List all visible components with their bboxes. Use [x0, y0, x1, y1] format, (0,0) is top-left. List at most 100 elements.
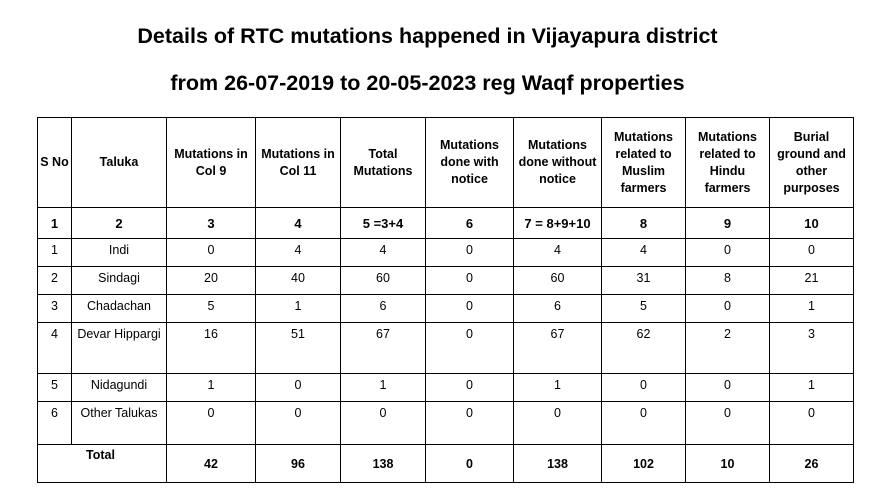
without-notice-cell: 4 [513, 238, 602, 267]
taluka-cell: Sindagi [71, 266, 167, 295]
muslim-farmers-total: 102 [601, 444, 686, 483]
col9-cell: 5 [166, 294, 256, 323]
taluka-cell: Chadachan [71, 294, 167, 323]
column-header: Burial ground and other purposes [769, 117, 854, 208]
column-header: Total Mutations [340, 117, 426, 208]
col9-total: 42 [166, 444, 256, 483]
total-cell: 1 [340, 373, 426, 402]
without-notice-cell: 67 [513, 322, 602, 374]
column-number: 5 =3+4 [340, 207, 426, 239]
with-notice-cell: 0 [425, 373, 514, 402]
total-cell: 4 [340, 238, 426, 267]
taluka-cell: Nidagundi [71, 373, 167, 402]
hindu-farmers-cell: 0 [685, 401, 770, 445]
column-number: 10 [769, 207, 854, 239]
burial-cell: 21 [769, 266, 854, 295]
without-notice-total: 138 [513, 444, 602, 483]
column-number: 9 [685, 207, 770, 239]
with-notice-total: 0 [425, 444, 514, 483]
table-row: 4 Devar Hippargi 16 51 67 0 67 62 2 3 [37, 322, 854, 374]
burial-cell: 1 [769, 294, 854, 323]
burial-cell: 0 [769, 401, 854, 445]
col11-cell: 0 [255, 373, 341, 402]
col9-cell: 0 [166, 401, 256, 445]
column-header: Taluka [71, 117, 167, 208]
col11-cell: 1 [255, 294, 341, 323]
table-row: 5 Nidagundi 1 0 1 0 1 0 0 1 [37, 373, 854, 402]
column-header: Mutations done without notice [513, 117, 602, 208]
hindu-farmers-cell: 2 [685, 322, 770, 374]
column-header: Mutations in Col 11 [255, 117, 341, 208]
without-notice-cell: 1 [513, 373, 602, 402]
column-number: 3 [166, 207, 256, 239]
table-row: 6 Other Talukas 0 0 0 0 0 0 0 0 [37, 401, 854, 445]
total-cell: 6 [340, 294, 426, 323]
muslim-farmers-cell: 62 [601, 322, 686, 374]
sno-cell: 1 [37, 238, 72, 267]
col11-cell: 51 [255, 322, 341, 374]
hindu-farmers-cell: 8 [685, 266, 770, 295]
col11-total: 96 [255, 444, 341, 483]
total-label: Total [37, 444, 167, 483]
without-notice-cell: 0 [513, 401, 602, 445]
burial-total: 26 [769, 444, 854, 483]
muslim-farmers-cell: 4 [601, 238, 686, 267]
hindu-farmers-cell: 0 [685, 238, 770, 267]
column-header: Mutations in Col 9 [166, 117, 256, 208]
muslim-farmers-cell: 31 [601, 266, 686, 295]
total-mutations-total: 138 [340, 444, 426, 483]
total-cell: 67 [340, 322, 426, 374]
muslim-farmers-cell: 0 [601, 401, 686, 445]
without-notice-cell: 60 [513, 266, 602, 295]
col9-cell: 1 [166, 373, 256, 402]
total-row: Total 42 96 138 0 138 102 10 26 [37, 444, 854, 483]
column-header: Mutations related to Muslim farmers [601, 117, 686, 208]
col9-cell: 20 [166, 266, 256, 295]
column-number: 2 [71, 207, 167, 239]
hindu-farmers-total: 10 [685, 444, 770, 483]
column-number: 6 [425, 207, 514, 239]
taluka-cell: Indi [71, 238, 167, 267]
sno-cell: 2 [37, 266, 72, 295]
column-number: 1 [37, 207, 72, 239]
total-cell: 0 [340, 401, 426, 445]
sno-cell: 3 [37, 294, 72, 323]
col11-cell: 0 [255, 401, 341, 445]
total-cell: 60 [340, 266, 426, 295]
with-notice-cell: 0 [425, 266, 514, 295]
with-notice-cell: 0 [425, 238, 514, 267]
muslim-farmers-cell: 0 [601, 373, 686, 402]
burial-cell: 0 [769, 238, 854, 267]
table-row: 2 Sindagi 20 40 60 0 60 31 8 21 [37, 266, 854, 295]
with-notice-cell: 0 [425, 294, 514, 323]
burial-cell: 1 [769, 373, 854, 402]
sno-cell: 4 [37, 322, 72, 374]
hindu-farmers-cell: 0 [685, 373, 770, 402]
with-notice-cell: 0 [425, 401, 514, 445]
document-subtitle: from 26-07-2019 to 20-05-2023 reg Waqf p… [170, 71, 685, 95]
column-number-row: 1 2 3 4 5 =3+4 6 7 = 8+9+10 8 9 10 [37, 207, 854, 239]
table-row: 3 Chadachan 5 1 6 0 6 5 0 1 [37, 294, 854, 323]
burial-cell: 3 [769, 322, 854, 374]
mutations-table: S No Taluka Mutations in Col 9 Mutations… [37, 117, 854, 483]
document-title: Details of RTC mutations happened in Vij… [137, 24, 718, 48]
column-number: 8 [601, 207, 686, 239]
column-number: 7 = 8+9+10 [513, 207, 602, 239]
column-header: S No [37, 117, 72, 208]
without-notice-cell: 6 [513, 294, 602, 323]
column-header: Mutations done with notice [425, 117, 514, 208]
column-header: Mutations related to Hindu farmers [685, 117, 770, 208]
muslim-farmers-cell: 5 [601, 294, 686, 323]
header-row: S No Taluka Mutations in Col 9 Mutations… [37, 117, 854, 208]
with-notice-cell: 0 [425, 322, 514, 374]
hindu-farmers-cell: 0 [685, 294, 770, 323]
sno-cell: 5 [37, 373, 72, 402]
col9-cell: 0 [166, 238, 256, 267]
col11-cell: 40 [255, 266, 341, 295]
col9-cell: 16 [166, 322, 256, 374]
table-row: 1 Indi 0 4 4 0 4 4 0 0 [37, 238, 854, 267]
sno-cell: 6 [37, 401, 72, 445]
column-number: 4 [255, 207, 341, 239]
taluka-cell: Devar Hippargi [71, 322, 167, 374]
col11-cell: 4 [255, 238, 341, 267]
